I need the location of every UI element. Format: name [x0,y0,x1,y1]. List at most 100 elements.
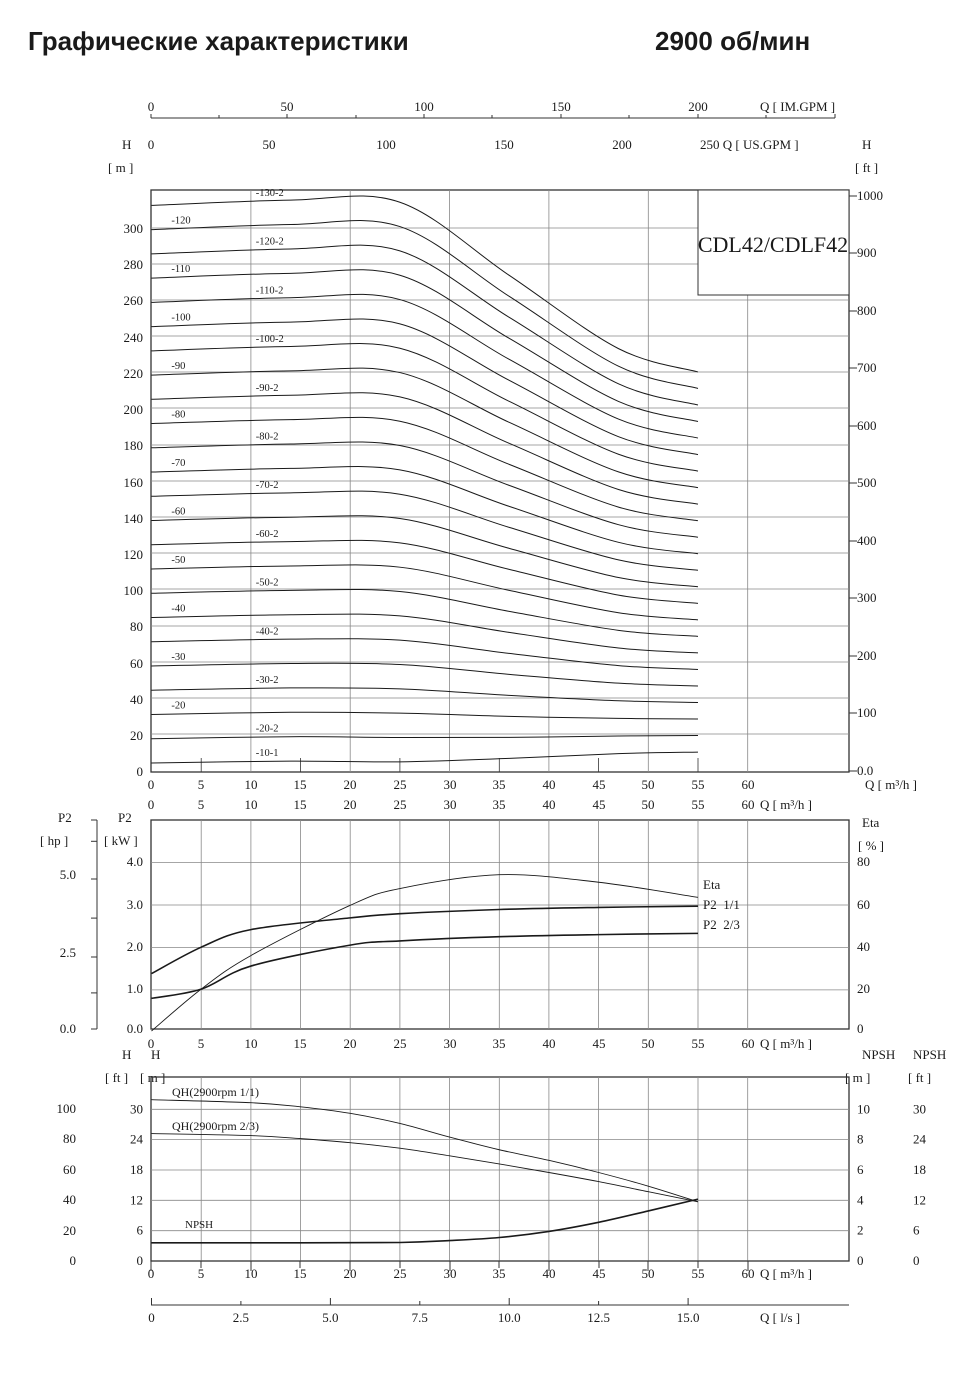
svg-text:-100-2: -100-2 [256,334,284,345]
svg-text:100: 100 [857,705,877,720]
svg-text:-120-2: -120-2 [256,237,284,248]
svg-text:280: 280 [124,257,144,272]
svg-text:2.5: 2.5 [233,1310,249,1325]
svg-text:250 Q [ US.GPM ]: 250 Q [ US.GPM ] [700,137,799,152]
svg-text:25: 25 [394,1036,407,1051]
svg-text:35: 35 [493,777,506,792]
svg-text:-50: -50 [171,555,185,566]
svg-text:0: 0 [148,99,155,114]
svg-text:H: H [151,1047,160,1062]
svg-text:220: 220 [124,366,144,381]
svg-text:100: 100 [57,1101,77,1116]
svg-text:45: 45 [593,1266,606,1281]
svg-text:P2 2/3: P2 2/3 [703,917,740,932]
svg-text:35: 35 [493,797,506,812]
svg-text:12.5: 12.5 [587,1310,610,1325]
svg-text:100: 100 [124,583,144,598]
svg-text:NPSH: NPSH [862,1047,895,1062]
svg-text:0.0: 0.0 [857,763,873,778]
svg-text:0.0: 0.0 [60,1021,76,1036]
svg-text:[ ft ]: [ ft ] [908,1070,931,1085]
svg-text:180: 180 [124,438,144,453]
svg-text:0: 0 [857,1253,864,1268]
svg-text:-130-2: -130-2 [256,188,284,199]
svg-text:80: 80 [130,619,143,634]
svg-text:Eta: Eta [862,815,880,830]
svg-text:-20: -20 [171,701,185,712]
svg-text:20: 20 [857,981,870,996]
svg-text:50: 50 [642,1036,655,1051]
svg-text:24: 24 [130,1132,144,1147]
svg-text:15.0: 15.0 [677,1310,700,1325]
svg-text:60: 60 [742,797,755,812]
svg-text:45: 45 [593,777,606,792]
svg-text:-40: -40 [171,604,185,615]
svg-text:15: 15 [294,777,307,792]
svg-text:-80: -80 [171,410,185,421]
svg-text:200: 200 [857,648,877,663]
svg-text:55: 55 [692,777,705,792]
svg-text:0: 0 [137,764,144,779]
svg-text:10.0: 10.0 [498,1310,521,1325]
svg-text:0: 0 [137,1253,144,1268]
svg-text:40: 40 [543,797,556,812]
svg-text:24: 24 [913,1132,927,1147]
svg-text:-30: -30 [171,652,185,663]
svg-text:60: 60 [130,656,143,671]
svg-text:50: 50 [642,777,655,792]
svg-text:Q [ l/s ]: Q [ l/s ] [760,1310,800,1325]
svg-text:-70: -70 [171,458,185,469]
svg-text:0: 0 [857,1021,864,1036]
svg-text:60: 60 [742,777,755,792]
svg-text:40: 40 [63,1192,76,1207]
svg-text:10: 10 [245,1036,258,1051]
svg-text:5: 5 [198,797,205,812]
svg-text:[ ft ]: [ ft ] [105,1070,128,1085]
svg-text:Q [ m³/h ]: Q [ m³/h ] [760,1266,812,1281]
svg-text:H: H [122,1047,131,1062]
svg-text:200: 200 [612,137,632,152]
svg-text:500: 500 [857,475,877,490]
svg-text:260: 260 [124,293,144,308]
svg-text:3.0: 3.0 [127,897,143,912]
svg-text:6: 6 [137,1223,144,1238]
svg-text:150: 150 [551,99,571,114]
svg-text:-110-2: -110-2 [256,285,284,296]
svg-text:20: 20 [130,728,143,743]
svg-text:2.0: 2.0 [127,939,143,954]
svg-text:Eta: Eta [703,877,721,892]
svg-text:10: 10 [245,797,258,812]
svg-text:-30-2: -30-2 [256,675,279,686]
svg-text:120: 120 [124,547,144,562]
svg-text:6: 6 [857,1162,864,1177]
svg-text:55: 55 [692,1036,705,1051]
svg-text:P2 1/1: P2 1/1 [703,897,740,912]
svg-text:25: 25 [394,777,407,792]
svg-text:0: 0 [148,1310,155,1325]
svg-text:25: 25 [394,1266,407,1281]
svg-text:0: 0 [148,797,155,812]
svg-text:600: 600 [857,418,877,433]
svg-text:7.5: 7.5 [412,1310,428,1325]
svg-text:15: 15 [294,1266,307,1281]
svg-text:-60-2: -60-2 [256,529,279,540]
svg-text:H: H [122,137,131,152]
svg-text:20: 20 [344,797,357,812]
svg-text:40: 40 [857,939,870,954]
svg-text:140: 140 [124,511,144,526]
svg-text:200: 200 [688,99,708,114]
svg-text:5.0: 5.0 [322,1310,338,1325]
svg-text:[ % ]: [ % ] [858,838,884,853]
svg-text:100: 100 [376,137,396,152]
svg-text:5: 5 [198,1036,205,1051]
svg-text:12: 12 [913,1192,926,1207]
svg-text:P2: P2 [118,810,132,825]
svg-text:H: H [862,137,871,152]
svg-text:240: 240 [124,330,144,345]
svg-text:15: 15 [294,1036,307,1051]
svg-text:30: 30 [130,1101,143,1116]
svg-text:0.0: 0.0 [127,1021,143,1036]
svg-text:30: 30 [444,797,457,812]
svg-text:18: 18 [913,1162,926,1177]
svg-text:5: 5 [198,777,205,792]
